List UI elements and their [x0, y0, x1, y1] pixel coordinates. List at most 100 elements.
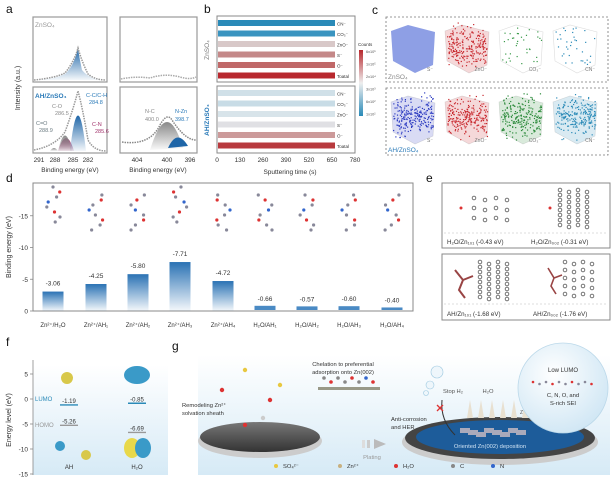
cube-point: [533, 129, 535, 131]
cube-point: [462, 44, 464, 46]
cube-point: [465, 48, 468, 50]
cube-point: [457, 51, 459, 54]
zn-platelet: [460, 428, 470, 433]
cube-point: [571, 123, 573, 125]
cube-point: [427, 104, 429, 106]
cube-point: [430, 108, 433, 110]
cube-point: [563, 129, 565, 131]
cube-point: [523, 39, 525, 41]
cube-point: [415, 108, 417, 110]
cube-point: [449, 100, 451, 102]
cube-point: [457, 128, 459, 130]
binding-category-label: H₂O/AH₄: [380, 323, 404, 329]
atom: [570, 380, 574, 384]
zn-platelet: [492, 430, 502, 435]
cube-point: [515, 120, 518, 123]
cube-point: [476, 114, 478, 116]
cube-point: [505, 112, 507, 114]
cube-point: [481, 103, 483, 105]
atom: [389, 223, 393, 227]
zn-atom: [562, 259, 568, 265]
cube-point: [460, 50, 463, 52]
zn-atom: [575, 207, 581, 213]
cube-point: [448, 47, 450, 50]
cube-point: [563, 112, 565, 115]
tof-species-label: CN⁻: [337, 22, 346, 27]
cube-point: [588, 121, 590, 123]
cube-point: [480, 127, 482, 129]
cube-point: [459, 57, 461, 59]
cube-point: [569, 119, 571, 121]
cube-point: [504, 113, 506, 115]
atom: [340, 208, 344, 212]
cube-point: [432, 126, 434, 129]
cube-point: [564, 104, 566, 106]
cube-point: [464, 116, 467, 118]
cube-point: [466, 26, 469, 28]
cube-point: [452, 30, 454, 32]
tof-box-top: [216, 15, 356, 83]
atom: [344, 228, 348, 232]
cube-point: [539, 129, 541, 131]
atom: [55, 195, 59, 199]
cube-point: [479, 43, 481, 45]
atom: [177, 210, 182, 214]
cube-point: [477, 124, 479, 126]
tof-bar-zn: [218, 72, 335, 79]
binding-bar: [169, 262, 191, 311]
cube-point: [524, 127, 527, 129]
cube-point: [407, 104, 409, 106]
zn-atom: [477, 259, 483, 265]
atom: [298, 213, 302, 217]
cube-point: [397, 101, 399, 104]
cube-point: [424, 121, 426, 123]
cube-point: [482, 117, 484, 119]
zn-atom: [495, 259, 501, 265]
cube-point: [449, 48, 451, 50]
cube-point: [533, 102, 535, 104]
cube-point: [586, 103, 588, 105]
cube-point: [517, 102, 520, 104]
cube-point: [572, 28, 574, 30]
cube-point: [505, 120, 507, 122]
cube-point: [511, 37, 514, 39]
cube-point: [583, 118, 585, 120]
cube-point: [479, 112, 481, 115]
binding-value-label: -4.72: [216, 270, 231, 277]
cube-point: [533, 130, 536, 132]
cube-point: [464, 127, 466, 129]
cube-point: [459, 122, 461, 124]
cube-point: [471, 121, 473, 123]
cube-point: [594, 126, 596, 128]
lumo-value: -0.85: [130, 397, 144, 403]
cube-point: [505, 123, 507, 125]
cube-point: [483, 35, 485, 37]
cube-point: [558, 127, 561, 129]
cube-point: [570, 105, 573, 108]
cube-tint: [499, 96, 543, 144]
cube-point: [571, 62, 573, 64]
cube-point: [482, 48, 485, 50]
cube-point: [404, 107, 406, 109]
cube-point: [579, 109, 581, 111]
cube-point: [394, 113, 396, 115]
cube-point: [458, 120, 460, 122]
cube-point: [526, 129, 529, 131]
cube-point: [581, 121, 584, 123]
atom: [258, 213, 262, 217]
cube-point: [588, 119, 590, 121]
cube-point: [590, 121, 592, 123]
cube-ion-label: ZnO⁻: [475, 67, 488, 73]
colorbar-tick: 6x10²: [366, 100, 376, 104]
zn-atom: [477, 264, 483, 270]
cube-point: [509, 130, 511, 133]
cube-point: [448, 43, 451, 45]
cube-point: [464, 55, 466, 58]
cube-point: [457, 117, 459, 119]
cube-point: [475, 95, 477, 98]
cube-point: [464, 110, 467, 113]
ion-particle: [277, 382, 283, 388]
cube-point: [459, 121, 461, 123]
cube-point: [459, 42, 461, 44]
tof-tick-label: 650: [327, 157, 338, 164]
